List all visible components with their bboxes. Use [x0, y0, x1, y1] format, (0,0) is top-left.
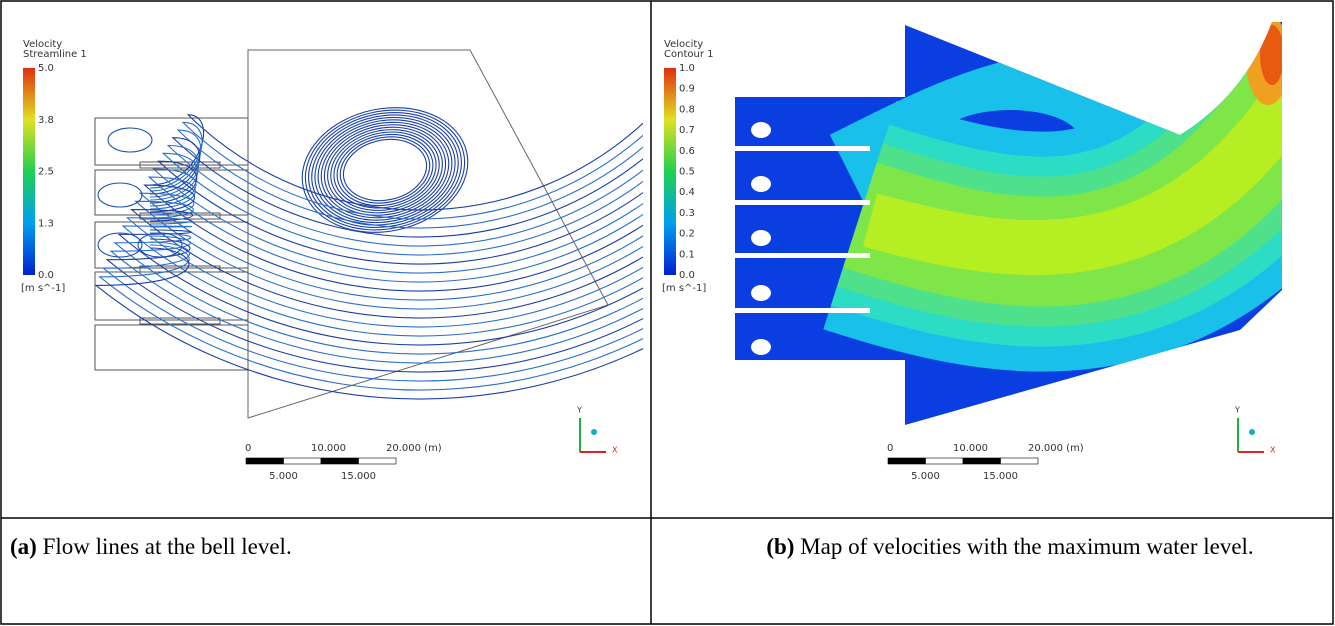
scale-label: 20.000 (m) [1028, 443, 1084, 454]
caption-label: (a) [10, 534, 37, 559]
scale-label: 10.000 [953, 443, 988, 454]
streamline [140, 0, 839, 300]
scale-segment [284, 458, 322, 464]
scale-segment [321, 458, 359, 464]
scale-segment [1001, 458, 1039, 464]
legend-tick: 0.1 [679, 249, 695, 260]
legend-title: Contour 1 [664, 49, 713, 60]
scale-label: 5.000 [911, 471, 940, 482]
legend-tick: 1.3 [38, 218, 54, 229]
scale-label: 0 [887, 443, 893, 454]
scale-label: 10.000 [311, 443, 346, 454]
scale-segment [246, 458, 284, 464]
legend-tick: 0.0 [679, 270, 695, 281]
scale-segment [359, 458, 397, 464]
legend-tick: 0.4 [679, 187, 695, 198]
caption: (b) Map of velocities with the maximum w… [700, 532, 1320, 562]
streamline [98, 183, 142, 207]
figure: VelocityStreamline 15.03.82.51.30.0[m s^… [0, 0, 1335, 626]
legend-tick: 1.0 [679, 63, 695, 74]
scale-segment [926, 458, 964, 464]
legend-tick: 0.3 [679, 208, 695, 219]
legend-tick: 5.0 [38, 63, 54, 74]
scale-label: 15.000 [341, 471, 376, 482]
axis-label: X [1270, 446, 1276, 455]
scale-label: 0 [245, 443, 251, 454]
scale-label: 15.000 [983, 471, 1018, 482]
caption: (a) Flow lines at the bell level. [10, 532, 640, 562]
streamline [338, 132, 433, 208]
axis-dot [1249, 429, 1255, 435]
legend-title: Streamline 1 [23, 49, 87, 60]
streamline [150, 0, 750, 210]
axis-dot [591, 429, 597, 435]
legend-tick: 0.2 [679, 229, 695, 240]
color-bar [664, 68, 676, 275]
streamline [334, 129, 436, 211]
scale-segment [963, 458, 1001, 464]
legend-tick: 0.6 [679, 146, 695, 157]
caption-text: Flow lines at the bell level. [43, 534, 292, 559]
legend-tick: 2.5 [38, 167, 54, 178]
scale-segment [888, 458, 926, 464]
scale-label: 5.000 [269, 471, 298, 482]
legend-tick: 0.0 [38, 270, 54, 281]
caption-label: (b) [766, 534, 794, 559]
legend-unit: [m s^-1] [21, 283, 65, 294]
legend-tick: 0.5 [679, 167, 695, 178]
streamline [98, 233, 142, 257]
streamline [108, 128, 152, 152]
legend-tick: 0.8 [679, 104, 695, 115]
legend-tick: 3.8 [38, 115, 54, 126]
color-bar [23, 68, 35, 275]
contour-plot [730, 15, 1290, 430]
legend-unit: [m s^-1] [662, 283, 706, 294]
caption-text: Map of velocities with the maximum water… [800, 534, 1254, 559]
legend-tick: 0.9 [679, 84, 695, 95]
axis-label: X [612, 446, 618, 455]
scale-label: 20.000 (m) [386, 443, 442, 454]
legend-tick: 0.7 [679, 125, 695, 136]
axis-label: Y [1234, 406, 1240, 415]
axis-label: Y [576, 406, 582, 415]
